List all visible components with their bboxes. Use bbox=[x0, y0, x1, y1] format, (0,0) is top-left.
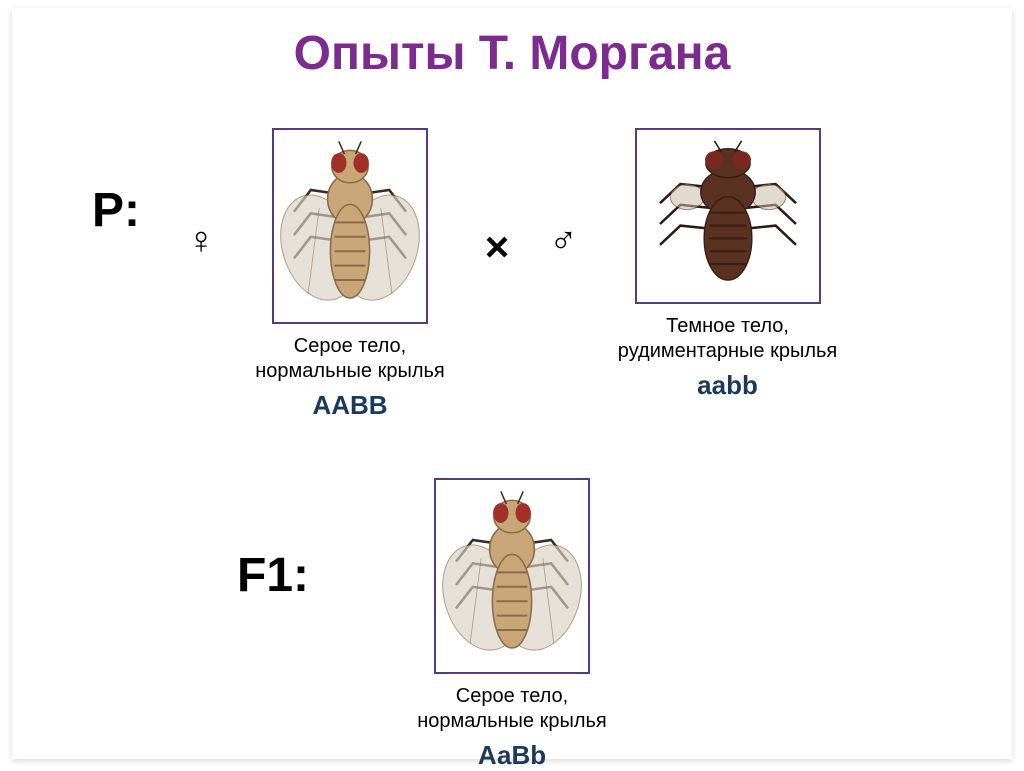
cross-symbol: × bbox=[485, 223, 510, 271]
female-caption-line1: Серое тело, bbox=[294, 335, 406, 357]
female-symbol: ♀ bbox=[187, 220, 216, 263]
female-caption: Серое тело, нормальные крылья bbox=[255, 334, 445, 384]
offspring-block: Серое тело, нормальные крылья АаВb bbox=[417, 478, 607, 771]
parent-row: ♀ Серое тело, нормальные крылья ААВВ bbox=[12, 128, 1012, 421]
male-caption-line1: Темное тело, bbox=[666, 315, 789, 337]
offspring-caption-line2: нормальные крылья bbox=[417, 710, 607, 732]
offspring-fly-image bbox=[434, 478, 590, 674]
female-parent-block: Серое тело, нормальные крылья ААВВ bbox=[255, 128, 445, 421]
offspring-row: Серое тело, нормальные крылья АаВb bbox=[12, 478, 1012, 771]
offspring-genotype: АаВb bbox=[478, 740, 546, 771]
offspring-caption-line1: Серое тело, bbox=[456, 685, 568, 707]
male-symbol: ♂ bbox=[549, 220, 578, 263]
male-caption: Темное тело, рудиментарные крылья bbox=[618, 314, 837, 364]
male-parent-block: Темное тело, рудиментарные крылья ааbb bbox=[618, 128, 837, 401]
male-fly-image bbox=[635, 128, 821, 304]
male-genotype: ааbb bbox=[697, 370, 758, 401]
offspring-caption: Серое тело, нормальные крылья bbox=[417, 684, 607, 734]
female-caption-line2: нормальные крылья bbox=[255, 360, 445, 382]
slide-frame: Опыты Т. Моргана P: ♀ Серое тело, нормал… bbox=[12, 8, 1012, 759]
female-genotype: ААВВ bbox=[312, 390, 387, 421]
page-title: Опыты Т. Моргана bbox=[12, 8, 1012, 91]
female-fly-image bbox=[272, 128, 428, 324]
male-caption-line2: рудиментарные крылья bbox=[618, 340, 837, 362]
